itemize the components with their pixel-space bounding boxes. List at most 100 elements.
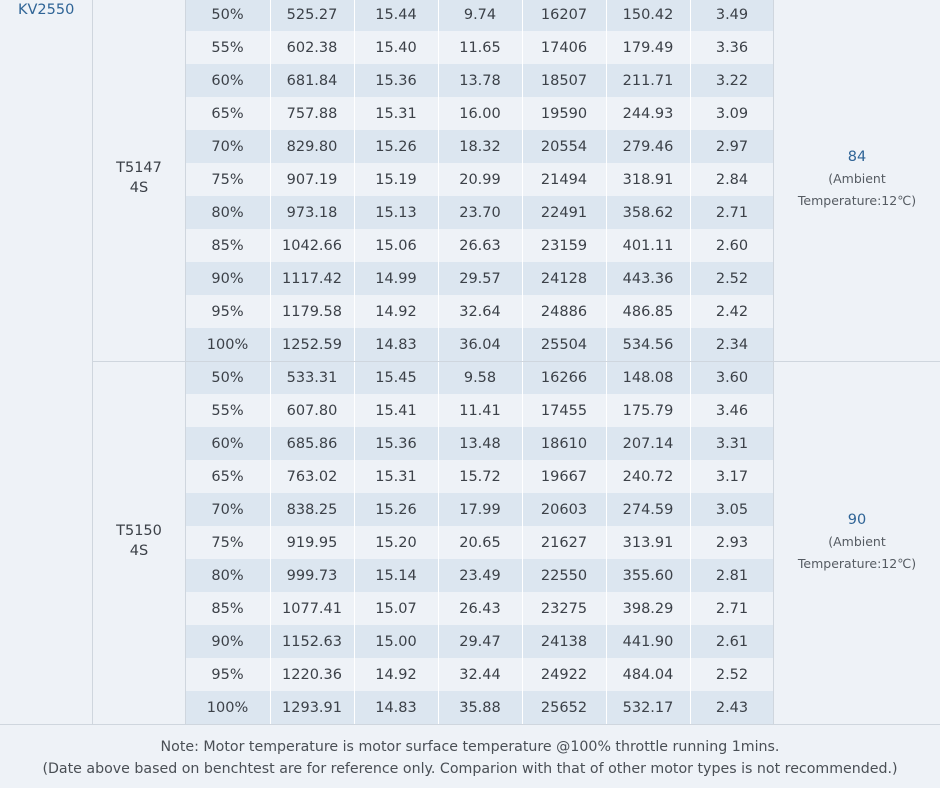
table-cell: 532.17 — [622, 699, 674, 716]
prop-label-group-2: T5150 4S — [93, 521, 185, 561]
table-cell: 15.45 — [375, 369, 417, 386]
table-cell: 15.31 — [375, 468, 417, 485]
table-cell: 2.71 — [715, 204, 749, 221]
table-row — [185, 196, 774, 229]
table-cell: 2.81 — [715, 567, 749, 584]
table-cell: 18507 — [540, 72, 588, 89]
table-row — [185, 625, 774, 658]
prop-name: T5147 — [116, 160, 162, 176]
table-cell: 3.22 — [715, 72, 749, 89]
table-row — [185, 97, 774, 130]
table-cell: 80% — [211, 567, 244, 584]
table-row — [185, 31, 774, 64]
table-bottom-border — [0, 724, 940, 725]
prop-label-group-1: T5147 4S — [93, 158, 185, 198]
table-cell: 533.31 — [286, 369, 338, 386]
table-cell: 240.72 — [622, 468, 674, 485]
table-cell: 18610 — [540, 435, 588, 452]
table-cell: 274.59 — [622, 501, 674, 518]
table-cell: 525.27 — [286, 6, 338, 23]
table-cell: 17455 — [540, 402, 588, 419]
temp-column-divider — [773, 0, 774, 724]
table-cell: 20.65 — [459, 534, 501, 551]
table-cell: 1252.59 — [282, 336, 342, 353]
table-cell: 24922 — [540, 666, 588, 683]
table-cell: 60% — [211, 435, 244, 452]
temperature-note-line1: (Ambient — [828, 171, 886, 186]
table-cell: 14.92 — [375, 666, 417, 683]
table-cell: 24128 — [540, 270, 588, 287]
table-cell: 355.60 — [622, 567, 674, 584]
table-cell: 65% — [211, 468, 244, 485]
table-cell: 15.36 — [375, 72, 417, 89]
table-row — [185, 262, 774, 295]
table-cell: 90% — [211, 633, 244, 650]
table-cell: 534.56 — [622, 336, 674, 353]
table-cell: 401.11 — [622, 237, 674, 254]
table-cell: 2.71 — [715, 600, 749, 617]
table-cell: 763.02 — [286, 468, 338, 485]
table-cell: 20603 — [540, 501, 588, 518]
table-cell: 1042.66 — [282, 237, 342, 254]
table-cell: 15.40 — [375, 39, 417, 56]
table-cell: 15.14 — [375, 567, 417, 584]
temperature-value: 90 — [847, 512, 867, 528]
table-cell: 3.49 — [715, 6, 749, 23]
table-cell: 2.84 — [715, 171, 749, 188]
column-separator — [690, 0, 691, 724]
table-cell: 60% — [211, 72, 244, 89]
table-row — [185, 592, 774, 625]
table-cell: 1293.91 — [282, 699, 342, 716]
table-cell: 19667 — [540, 468, 588, 485]
table-cell: 15.44 — [375, 6, 417, 23]
table-cell: 70% — [211, 138, 244, 155]
table-cell: 95% — [211, 666, 244, 683]
column-separator — [606, 0, 607, 724]
table-cell: 15.20 — [375, 534, 417, 551]
table-cell: 211.71 — [622, 72, 674, 89]
table-cell: 15.19 — [375, 171, 417, 188]
table-cell: 80% — [211, 204, 244, 221]
table-cell: 484.04 — [622, 666, 674, 683]
table-cell: 1152.63 — [282, 633, 342, 650]
table-row — [185, 658, 774, 691]
temperature-note-line1: (Ambient — [828, 534, 886, 549]
table-cell: 1220.36 — [282, 666, 342, 683]
table-cell: 2.34 — [715, 336, 749, 353]
table-cell: 35.88 — [459, 699, 501, 716]
table-cell: 148.08 — [622, 369, 674, 386]
table-cell: 919.95 — [286, 534, 338, 551]
temperature-value: 84 — [847, 149, 867, 165]
table-cell: 441.90 — [622, 633, 674, 650]
table-cell: 15.26 — [375, 501, 417, 518]
table-cell: 100% — [206, 336, 249, 353]
table-cell: 14.99 — [375, 270, 417, 287]
table-cell: 207.14 — [622, 435, 674, 452]
table-cell: 16.00 — [459, 105, 501, 122]
table-cell: 318.91 — [622, 171, 674, 188]
table-cell: 75% — [211, 171, 244, 188]
table-cell: 14.92 — [375, 303, 417, 320]
table-row — [185, 64, 774, 97]
table-cell: 685.86 — [286, 435, 338, 452]
table-cell: 15.26 — [375, 138, 417, 155]
prop-name: T5150 — [116, 523, 162, 539]
temperature-group-1: 84 (Ambient Temperature:12℃) — [774, 146, 940, 212]
table-cell: 23.49 — [459, 567, 501, 584]
table-cell: 11.41 — [459, 402, 501, 419]
table-cell: 14.83 — [375, 699, 417, 716]
note-line-2: (Date above based on benchtest are for r… — [42, 761, 898, 777]
column-separator — [522, 0, 523, 724]
table-cell: 999.73 — [286, 567, 338, 584]
table-cell: 15.41 — [375, 402, 417, 419]
table-cell: 32.64 — [459, 303, 501, 320]
model-column-divider — [92, 0, 93, 724]
table-cell: 11.65 — [459, 39, 501, 56]
table-cell: 15.31 — [375, 105, 417, 122]
table-cell: 13.78 — [459, 72, 501, 89]
table-cell: 3.60 — [715, 369, 749, 386]
table-cell: 3.17 — [715, 468, 749, 485]
table-cell: 50% — [211, 369, 244, 386]
table-cell: 14.83 — [375, 336, 417, 353]
